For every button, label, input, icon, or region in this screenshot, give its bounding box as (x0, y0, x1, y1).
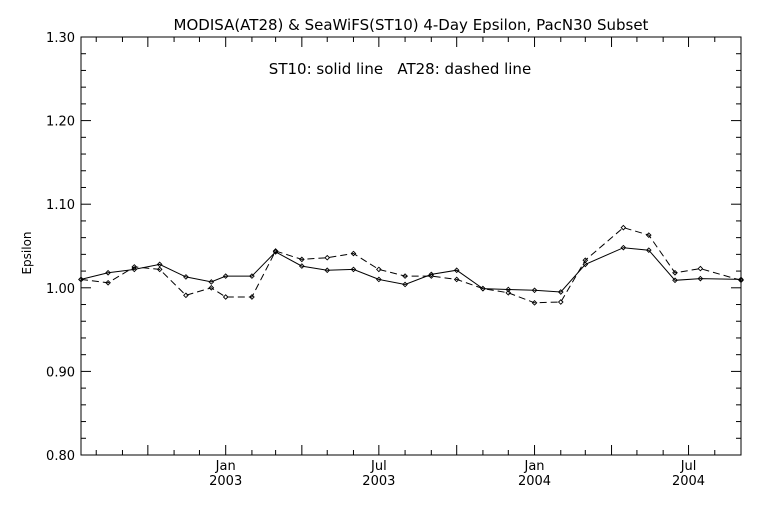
data-point-ST10 (324, 267, 331, 274)
data-point-ST10 (131, 266, 138, 273)
data-point-ST10 (453, 267, 460, 274)
series-line-ST10 (80, 247, 742, 293)
data-point-AT28 (299, 256, 305, 263)
data-point-AT28 (453, 276, 460, 283)
data-point-ST10 (738, 276, 744, 283)
data-point-AT28 (78, 276, 84, 283)
data-point-ST10 (428, 271, 435, 278)
data-point-AT28 (531, 300, 538, 306)
data-point-AT28 (738, 277, 744, 284)
data-point-ST10 (249, 273, 255, 279)
x-tick-month-label: Jul (680, 459, 697, 474)
data-point-AT28 (557, 299, 564, 305)
data-point-ST10 (183, 274, 189, 280)
data-point-AT28 (582, 257, 589, 264)
data-point-AT28 (249, 294, 255, 300)
data-point-AT28 (350, 250, 357, 257)
data-point-ST10 (376, 276, 382, 283)
data-point-AT28 (480, 285, 486, 292)
data-point-ST10 (505, 286, 512, 293)
data-point-AT28 (505, 289, 512, 296)
line-style-annotation: ST10: solid line AT28: dashed line (269, 60, 531, 78)
x-tick-year-label: 2003 (362, 474, 395, 489)
data-point-ST10 (208, 279, 215, 285)
data-point-ST10 (620, 244, 627, 251)
data-point-AT28 (620, 224, 627, 231)
data-point-AT28 (156, 266, 163, 273)
data-point-ST10 (557, 289, 564, 295)
data-point-AT28 (105, 279, 111, 286)
y-tick-label: 1.00 (46, 282, 75, 297)
x-tick-year-label: 2003 (209, 474, 242, 489)
y-axis: 0.80 0.90 1.00 1.10 1.20 1.30 (46, 31, 741, 464)
data-point-ST10 (531, 287, 538, 294)
data-point-AT28 (222, 294, 229, 300)
data-point-ST10 (350, 266, 357, 273)
data-point-ST10 (582, 261, 589, 268)
data-point-AT28 (645, 232, 652, 238)
series-ST10 (78, 244, 744, 295)
data-point-AT28 (697, 265, 704, 272)
data-point-AT28 (183, 292, 189, 299)
data-point-AT28 (672, 269, 678, 276)
data-point-AT28 (402, 273, 408, 279)
y-axis-label: Epsilon (20, 231, 34, 274)
chart-title: MODISA(AT28) & SeaWiFS(ST10) 4-Day Epsil… (174, 16, 649, 34)
series-layer (78, 224, 744, 306)
data-point-AT28 (376, 266, 382, 273)
data-point-AT28 (208, 284, 215, 291)
data-point-ST10 (402, 281, 408, 288)
data-point-AT28 (324, 254, 331, 261)
y-tick-label: 1.30 (46, 31, 75, 46)
x-tick-month-label: Jan (215, 459, 236, 474)
x-tick-month-label: Jan (524, 459, 545, 474)
data-point-ST10 (105, 269, 111, 276)
data-point-ST10 (299, 263, 305, 269)
data-point-ST10 (645, 247, 652, 254)
x-tick-year-label: 2004 (672, 474, 705, 489)
data-point-ST10 (672, 277, 678, 284)
data-point-ST10 (697, 275, 704, 282)
series-line-AT28 (80, 227, 742, 304)
data-point-ST10 (222, 273, 229, 279)
data-point-AT28 (131, 264, 138, 270)
data-point-AT28 (272, 248, 279, 254)
series-AT28 (78, 224, 744, 306)
y-tick-label: 0.80 (46, 449, 75, 464)
y-tick-label: 0.90 (46, 365, 75, 380)
data-point-AT28 (428, 273, 435, 279)
x-tick-year-label: 2004 (518, 474, 551, 489)
y-tick-label: 1.20 (46, 115, 75, 130)
x-tick-month-label: Jul (370, 459, 387, 474)
y-tick-label: 1.10 (46, 198, 75, 213)
plot-frame (80, 36, 742, 456)
